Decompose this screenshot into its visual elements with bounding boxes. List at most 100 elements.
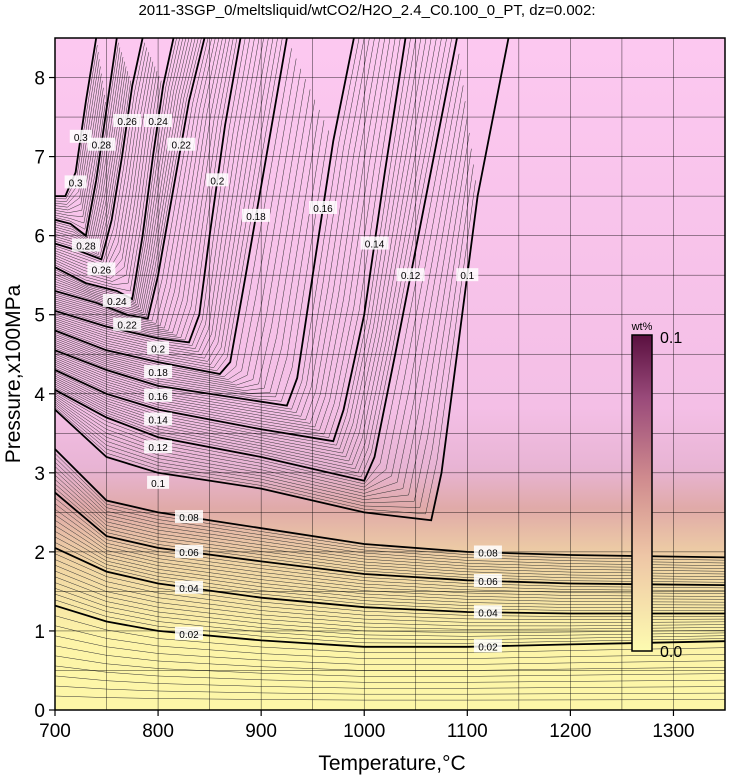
x-tick-label: 700 [39,721,71,742]
contour-label-text: 0.28 [76,242,96,253]
contour-label: 0.26 [87,262,116,276]
fine-contour-line [55,38,370,417]
contour-label-bg [473,605,502,619]
contour-label: 0.02 [175,626,203,641]
contour-label-text: 0.16 [313,204,333,215]
major-contour-line [55,38,458,482]
contour-label-text: 0.24 [107,297,127,308]
contour-label-text: 0.1 [151,479,165,490]
fine-contour-line [55,38,202,317]
fine-contour-line [55,38,212,324]
y-tick-label: 5 [34,306,45,327]
contour-label-text: 0.08 [478,549,498,560]
contour-label-text: 0.1 [460,271,474,282]
contour-label: 0.1 [147,475,170,490]
fine-contour-line [55,75,160,285]
fine-contour-line [55,130,329,402]
major-contour-line [55,38,98,197]
x-tick-label: 1100 [447,721,488,742]
fine-contour-line [55,38,427,458]
y-tick-label: 0 [34,701,45,722]
contour-label: 0.08 [473,545,502,560]
fine-contour-line [55,38,184,306]
plot-frame [54,37,726,711]
contour-label: 0.04 [473,605,502,619]
contour-label: 0.28 [71,238,100,253]
contour-label-bg [87,262,116,276]
fine-contour-line [55,66,156,279]
fine-contour-line [55,79,306,386]
major-contour-line [55,547,725,615]
contour-label-bg [206,173,229,187]
fine-contour-line [55,38,180,304]
fine-contour-line [55,99,316,391]
contour-label-bg [147,341,170,355]
fine-contour-line [55,38,396,435]
contour-label-text: 0.26 [117,117,137,128]
fine-contour-line [55,61,154,276]
fine-contour-line [55,38,365,413]
contour-label: 0.14 [144,412,173,427]
y-tick-label: 8 [34,69,45,90]
major-contour-line [55,38,355,407]
contour-label-text: 0.3 [69,178,83,189]
fine-contour-line [55,38,432,462]
contour-label-text: 0.22 [117,321,137,332]
contour-label-bg [64,175,87,189]
chart-title: 2011-3SGP_0/meltsliquid/wtCO2/H2O_2.4_C0… [138,2,595,19]
fine-contour-line [55,42,145,263]
colorbar: wt% 0.1 0.0 [631,321,683,661]
contour-label: 0.26 [113,114,142,128]
fine-contour-line [55,109,320,394]
contour-label-text: 0.24 [148,117,168,128]
fine-contour-line [55,52,122,244]
x-tick-label: 1200 [549,721,591,742]
fine-contour-line [55,120,325,398]
contour-label: 0.12 [144,440,173,454]
contour-label: 0.16 [144,388,173,403]
fine-contour-line [55,59,100,205]
fine-contour-line [55,38,196,314]
colorbar-scale [631,334,653,652]
fine-contour-line [55,38,193,312]
fine-contour-line [55,38,234,338]
fine-contour-line [55,38,190,310]
fine-contour-line [55,38,422,454]
fine-contour-line [55,38,283,372]
major-contour-line [55,38,118,238]
contour-label-bg [175,544,203,558]
contour-label-bg [144,388,173,402]
fine-contour-line [55,38,246,346]
contour-label-bg [71,238,100,252]
y-tick-label: 1 [34,622,45,643]
contour-label: 0.18 [144,365,173,379]
colorbar-max-label: 0.1 [660,330,682,347]
fine-contour-line [55,38,177,302]
contour-label: 0.06 [473,573,502,588]
contour-label: 0.3 [64,175,87,189]
major-contour-line [55,604,725,648]
fine-contour-line [55,38,442,470]
fine-contour-line [55,38,255,353]
fine-contour-line [55,89,311,389]
y-tick-label: 2 [34,543,45,564]
fine-contour-line [55,38,220,329]
contour-label-text: 0.02 [478,642,498,653]
fine-contour-line [55,38,230,336]
fine-contour-line [55,38,227,334]
fine-contour-line [55,38,380,424]
contour-label-bg [113,114,142,128]
major-contour-line [55,38,288,375]
fine-contour-line [55,38,216,327]
contour-label-text: 0.18 [148,368,168,379]
contour-label: 0.02 [473,639,502,653]
contour-label-text: 0.12 [148,443,168,454]
contour-label-text: 0.14 [365,240,385,251]
x-axis-label: Temperature,°C [318,752,465,775]
contour-label-text: 0.18 [246,212,266,223]
fine-contour-line [55,56,152,273]
contour-label-bg [144,440,173,454]
y-tick-label: 6 [34,227,45,248]
fine-contour-line [55,66,101,208]
